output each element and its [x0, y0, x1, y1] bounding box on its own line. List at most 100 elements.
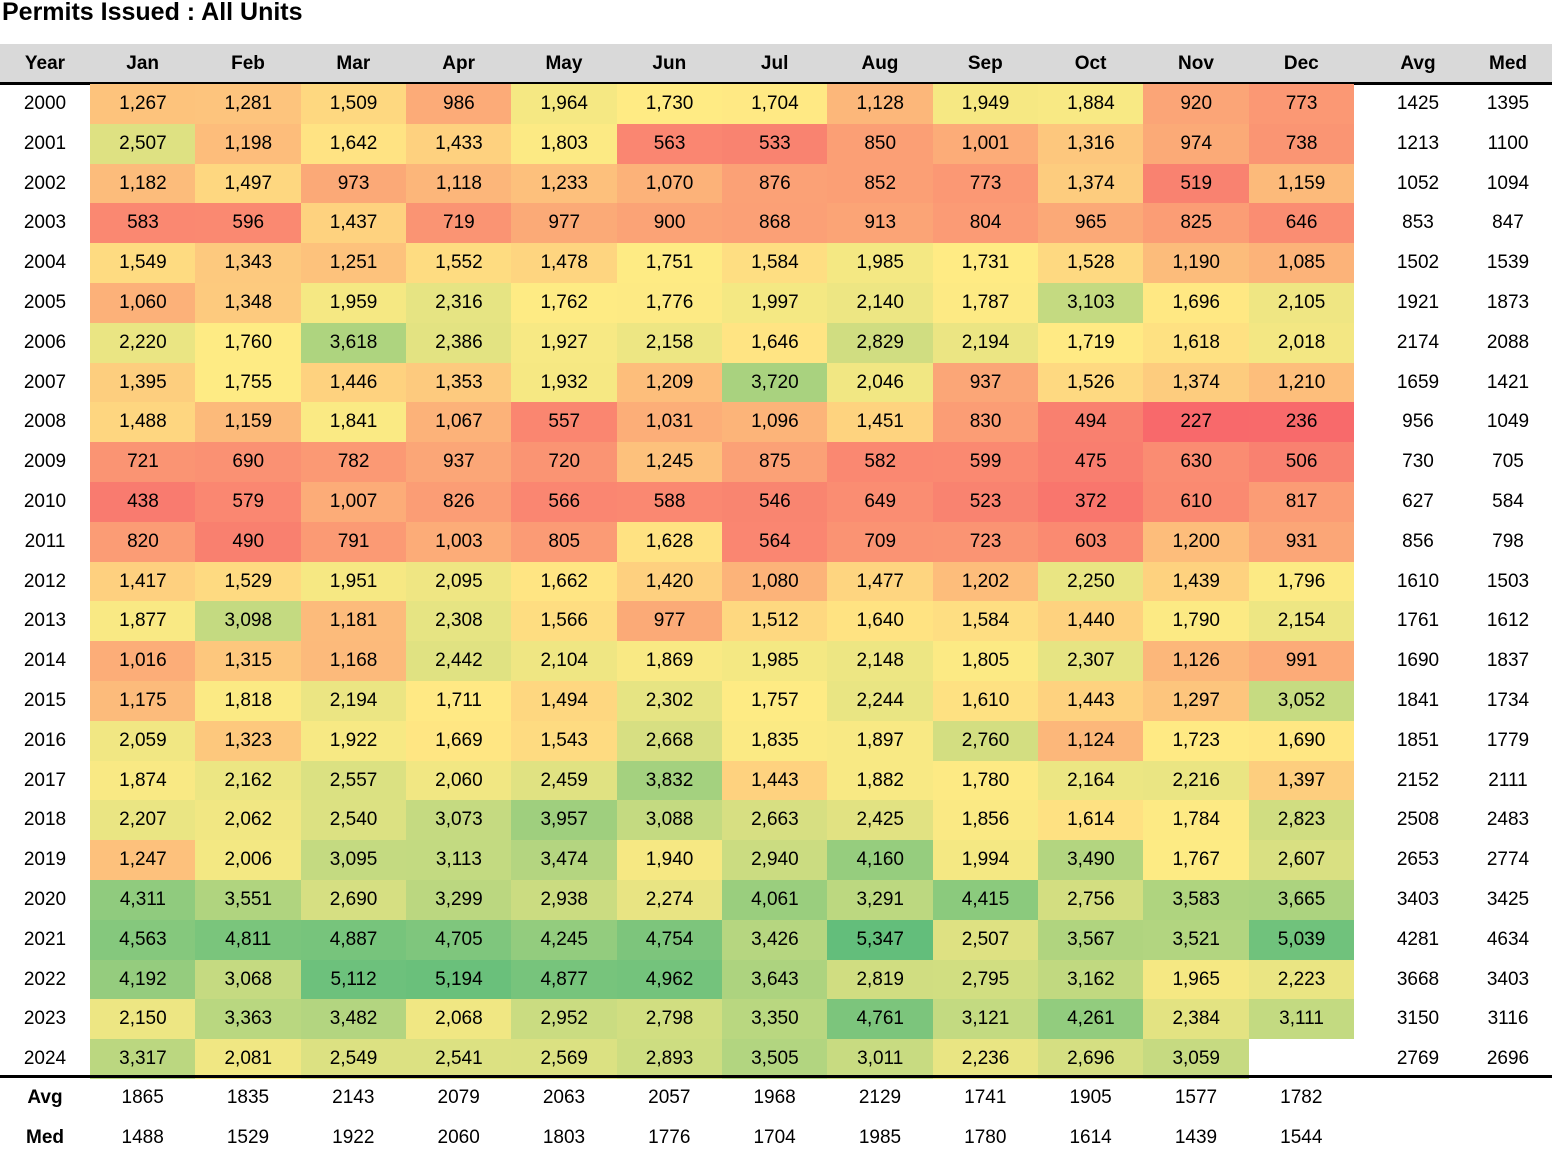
heatmap-cell: 5,112 — [300, 959, 407, 1000]
heatmap-cell: 2,386 — [405, 322, 512, 363]
heatmap-cell: 649 — [827, 482, 934, 522]
heatmap-cell: 438 — [90, 482, 196, 522]
heatmap-cell: 5,347 — [827, 919, 934, 960]
heatmap-cell: 1,803 — [511, 123, 618, 164]
row-year: 2004 — [23, 252, 67, 274]
heatmap-cell: 3,317 — [90, 1039, 196, 1080]
heatmap-cell: 2,244 — [827, 681, 934, 721]
row-med: 1612 — [1486, 610, 1530, 632]
heatmap-cell: 1,719 — [1037, 322, 1144, 363]
row-avg: 627 — [1402, 491, 1434, 512]
heatmap-cell: 2,236 — [932, 1039, 1039, 1080]
heatmap-cell: 494 — [1037, 402, 1144, 443]
heatmap-cell: 2,507 — [90, 123, 196, 164]
heatmap-cell: 1,175 — [90, 681, 196, 721]
heatmap-cell: 1,477 — [827, 561, 934, 602]
row-year: 2002 — [23, 172, 67, 194]
heatmap-cell: 3,583 — [1143, 880, 1250, 920]
footer-avg-value: 2129 — [858, 1087, 902, 1108]
heatmap-cell: 1,443 — [721, 760, 828, 801]
row-year: 2017 — [23, 769, 67, 791]
heatmap-cell: 2,384 — [1143, 999, 1250, 1040]
heatmap-cell: 1,159 — [1248, 163, 1355, 204]
header-year: Year — [24, 53, 66, 74]
footer-avg-value: 1741 — [964, 1087, 1007, 1108]
heatmap-cell: 519 — [1143, 163, 1250, 204]
heatmap-cell: 4,962 — [616, 959, 723, 1000]
heatmap-cell: 1,323 — [195, 720, 302, 761]
heatmap-cell: 3,957 — [511, 800, 618, 841]
row-avg: 1851 — [1396, 729, 1440, 751]
row-med: 1837 — [1486, 650, 1530, 672]
heatmap-cell: 1,755 — [195, 362, 302, 403]
row-avg: 4281 — [1396, 928, 1440, 950]
heatmap-cell: 4,705 — [405, 919, 512, 960]
heatmap-cell: 2,668 — [616, 720, 723, 761]
heatmap-cell: 2,046 — [827, 362, 934, 403]
heatmap-cell: 4,192 — [90, 959, 196, 1000]
heatmap-cell: 1,584 — [721, 243, 828, 284]
heatmap-cell: 721 — [90, 442, 196, 483]
heatmap-cell: 630 — [1143, 442, 1250, 483]
heatmap-cell: 596 — [195, 203, 302, 244]
heatmap-cell: 2,220 — [90, 322, 196, 363]
heatmap-cell: 2,150 — [90, 999, 196, 1040]
heatmap-cell: 2,819 — [827, 959, 934, 1000]
heatmap-cell: 1,711 — [405, 681, 512, 721]
header-month: May — [545, 53, 583, 74]
row-avg: 2174 — [1396, 331, 1440, 353]
heatmap-cell: 965 — [1037, 203, 1144, 244]
heatmap-cell: 1,343 — [195, 243, 302, 284]
heatmap-cell: 4,311 — [90, 880, 196, 920]
footer-avg-label: Avg — [27, 1087, 63, 1108]
heatmap-cell: 820 — [90, 521, 196, 562]
footer-med-value: 1488 — [121, 1127, 164, 1148]
heatmap-cell: 5,194 — [405, 959, 512, 1000]
heatmap-cell: 1,233 — [511, 163, 618, 204]
row-year: 2024 — [23, 1048, 67, 1070]
heatmap-cell: 1,994 — [932, 840, 1039, 881]
heatmap-cell: 4,887 — [300, 919, 407, 960]
row-avg: 2152 — [1396, 769, 1440, 791]
row-avg: 1502 — [1396, 252, 1440, 274]
table-row: 2007 1,395 1,755 1,446 1,353 1,932 1,209 3,720 2… — [0, 362, 1552, 403]
heatmap-cell: 579 — [195, 482, 302, 522]
heatmap-cell: 1,882 — [827, 760, 934, 801]
footer-avg-value: 1905 — [1069, 1087, 1112, 1108]
row-year: 2015 — [23, 690, 67, 711]
heatmap-cell: 986 — [405, 84, 512, 124]
table-row: 2002 1,182 1,497 973 1,118 1,233 1,070 876 852 77… — [0, 163, 1552, 204]
heatmap-cell: 3,426 — [721, 919, 828, 960]
heatmap-cell: 1,696 — [1143, 283, 1250, 323]
row-med: 3116 — [1487, 1008, 1529, 1030]
heatmap-cell: 1,315 — [195, 641, 302, 682]
heatmap-cell: 1,669 — [405, 720, 512, 761]
heatmap-cell: 1,874 — [90, 760, 196, 801]
heatmap-cell: 1,704 — [721, 84, 828, 124]
heatmap-cell: 2,059 — [90, 720, 196, 761]
heatmap-cell: 2,798 — [616, 999, 723, 1040]
heatmap-cell: 4,261 — [1037, 999, 1144, 1040]
footer-med-value: 1544 — [1280, 1127, 1323, 1148]
row-year: 2023 — [23, 1008, 67, 1030]
heatmap-cell: 1,060 — [90, 283, 196, 323]
footer-avg-value: 2079 — [437, 1087, 480, 1108]
header-avg: Avg — [1400, 53, 1436, 74]
heatmap-cell: 1,353 — [405, 362, 512, 403]
heatmap-cell: 1,420 — [616, 561, 723, 602]
heatmap-cell: 4,811 — [195, 919, 302, 960]
table-row: 2003 583 596 1,437 719 977 900 868 913 804 965 825 6… — [0, 203, 1552, 244]
row-med: 4634 — [1486, 928, 1530, 950]
heatmap-cell: 1,210 — [1248, 362, 1355, 403]
heatmap-cell: 804 — [932, 203, 1039, 244]
header-month: Aug — [861, 53, 899, 74]
heatmap-cell: 4,061 — [721, 880, 828, 920]
heatmap-cell: 1,316 — [1037, 123, 1144, 164]
heatmap-cell: 1,784 — [1143, 800, 1250, 841]
heatmap-cell: 2,690 — [300, 880, 407, 920]
heatmap-cell: 1,884 — [1037, 84, 1144, 124]
row-year: 2018 — [23, 809, 67, 831]
heatmap-cell: 1,949 — [932, 84, 1039, 124]
heatmap-cell: 564 — [721, 521, 828, 562]
footer-med-value: 1985 — [858, 1127, 902, 1148]
